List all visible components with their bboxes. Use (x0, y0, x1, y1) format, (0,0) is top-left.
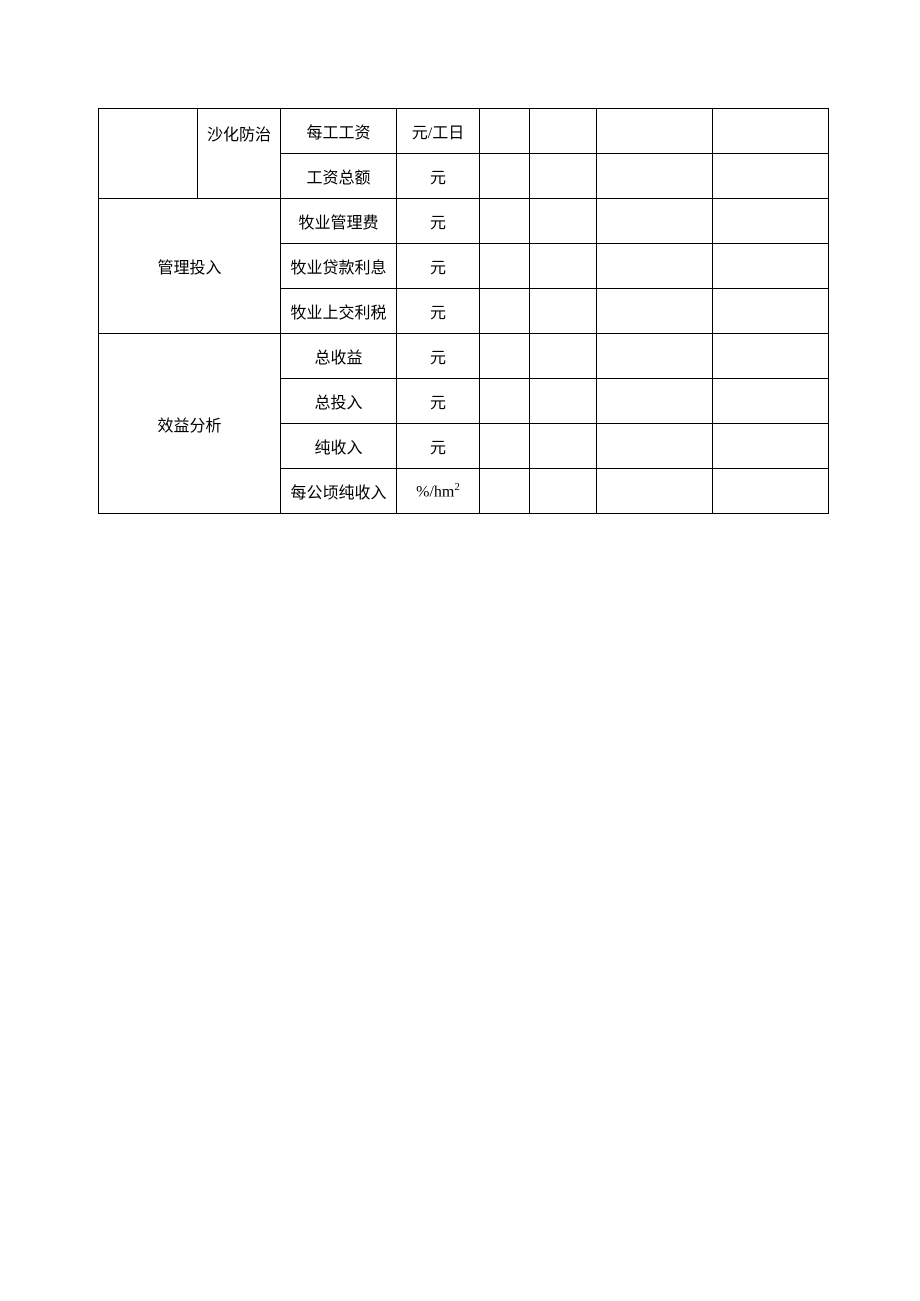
value-cell (530, 424, 597, 469)
item-cell: 总投入 (281, 379, 397, 424)
item-cell: 工资总额 (281, 154, 397, 199)
item-cell: 每公顷纯收入 (281, 469, 397, 514)
value-cell (480, 109, 530, 154)
value-cell (713, 424, 829, 469)
unit-cell: 元 (397, 244, 480, 289)
unit-cell: 元 (397, 154, 480, 199)
unit-cell: 元 (397, 334, 480, 379)
value-cell (530, 244, 597, 289)
value-cell (480, 424, 530, 469)
group-cell-xiaoyi: 效益分析 (99, 334, 281, 514)
item-cell: 每工工资 (281, 109, 397, 154)
table-row: 效益分析 总收益 元 (99, 334, 829, 379)
value-cell (530, 379, 597, 424)
value-cell (713, 334, 829, 379)
item-cell: 牧业管理费 (281, 199, 397, 244)
value-cell (480, 244, 530, 289)
value-cell (713, 154, 829, 199)
item-cell: 纯收入 (281, 424, 397, 469)
unit-sup: 2 (454, 481, 460, 493)
value-cell (480, 199, 530, 244)
data-table: 沙化防治 每工工资 元/工日 工资总额 元 管理投入 牧业管理费 元 牧业贷 (98, 108, 829, 514)
value-cell (597, 289, 713, 334)
item-cell: 总收益 (281, 334, 397, 379)
value-cell (480, 334, 530, 379)
value-cell (530, 469, 597, 514)
group-cell-guanli: 管理投入 (99, 199, 281, 334)
value-cell (597, 199, 713, 244)
unit-cell: %/hm2 (397, 469, 480, 514)
value-cell (713, 379, 829, 424)
value-cell (597, 424, 713, 469)
value-cell (713, 199, 829, 244)
value-cell (713, 469, 829, 514)
value-cell (597, 244, 713, 289)
unit-cell: 元/工日 (397, 109, 480, 154)
table-container: 沙化防治 每工工资 元/工日 工资总额 元 管理投入 牧业管理费 元 牧业贷 (0, 0, 920, 514)
value-cell (530, 199, 597, 244)
value-cell (480, 289, 530, 334)
value-cell (480, 469, 530, 514)
group-cell-blank (99, 109, 198, 199)
value-cell (713, 289, 829, 334)
value-cell (597, 469, 713, 514)
unit-cell: 元 (397, 199, 480, 244)
value-cell (597, 379, 713, 424)
item-cell: 牧业上交利税 (281, 289, 397, 334)
value-cell (597, 154, 713, 199)
group-cell-shahua: 沙化防治 (198, 109, 281, 199)
value-cell (530, 109, 597, 154)
table-row: 沙化防治 每工工资 元/工日 (99, 109, 829, 154)
value-cell (597, 109, 713, 154)
item-cell: 牧业贷款利息 (281, 244, 397, 289)
value-cell (530, 154, 597, 199)
value-cell (480, 154, 530, 199)
value-cell (713, 244, 829, 289)
unit-cell: 元 (397, 379, 480, 424)
unit-prefix: %/hm (416, 483, 454, 500)
value-cell (480, 379, 530, 424)
value-cell (597, 334, 713, 379)
value-cell (530, 334, 597, 379)
unit-cell: 元 (397, 289, 480, 334)
table-row: 管理投入 牧业管理费 元 (99, 199, 829, 244)
value-cell (713, 109, 829, 154)
value-cell (530, 289, 597, 334)
unit-cell: 元 (397, 424, 480, 469)
